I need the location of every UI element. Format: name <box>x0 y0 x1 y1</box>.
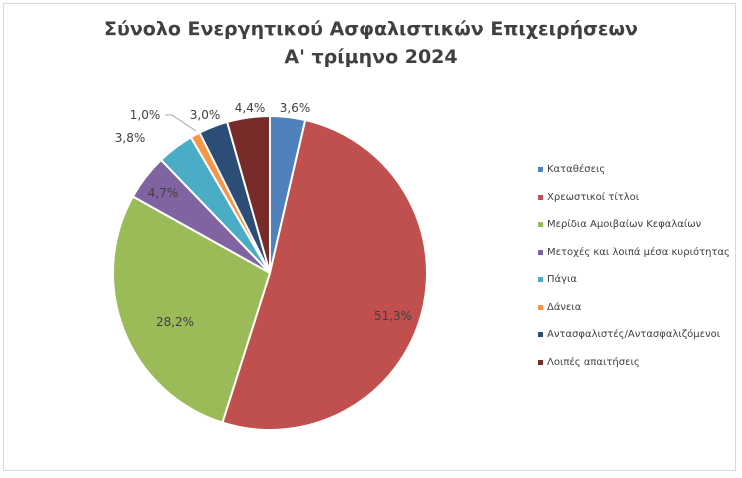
pie-slice <box>225 114 271 274</box>
legend-label: Χρεωστικοί τίτλοι <box>547 191 640 203</box>
legend-label: Καταθέσεις <box>547 164 606 176</box>
legend-item: Αντασφαλιστές/Αντασφαλιζόμενοι <box>538 321 730 349</box>
legend-swatch <box>538 277 543 283</box>
legend-swatch <box>538 332 543 338</box>
leader-line <box>165 114 197 132</box>
data-label: 51,3% <box>374 309 412 323</box>
data-label: 3,0% <box>190 108 221 122</box>
legend-swatch <box>538 359 543 365</box>
legend-label: Μερίδια Αμοιβαίων Κεφαλαίων <box>547 219 702 231</box>
legend-label: Πάγια <box>547 274 578 286</box>
pie-slice <box>112 195 272 424</box>
chart-frame <box>3 3 736 471</box>
legend-swatch <box>538 222 543 228</box>
legend-label: Δάνεια <box>547 301 582 313</box>
data-label: 28,2% <box>156 315 194 329</box>
legend-item: Μετοχές και λοιπά μέσα κυριότητας <box>538 239 730 267</box>
legend-item: Δάνεια <box>538 294 730 322</box>
legend-swatch <box>538 167 543 173</box>
data-label: 4,4% <box>235 101 266 115</box>
legend-item: Χρεωστικοί τίτλοι <box>538 184 730 212</box>
chart-subtitle: Α' τρίμηνο 2024 <box>284 46 458 68</box>
legend-label: Αντασφαλιστές/Αντασφαλιζόμενοι <box>547 329 721 341</box>
legend: Καταθέσεις Χρεωστικοί τίτλοι Μερίδια Αμοιβ… <box>538 156 730 376</box>
chart-title: Σύνολο Ενεργητικού Ασφαλιστικών Επιχειρή… <box>104 18 638 40</box>
legend-label: Λοιπές απαιτήσεις <box>547 356 640 368</box>
legend-item: Μερίδια Αμοιβαίων Κεφαλαίων <box>538 211 730 239</box>
pie-slice <box>221 118 428 431</box>
legend-swatch <box>538 194 543 200</box>
data-label: 4,7% <box>148 186 179 200</box>
legend-swatch <box>538 249 543 255</box>
legend-label: Μετοχές και λοιπά μέσα κυριότητας <box>547 246 730 258</box>
legend-item: Καταθέσεις <box>538 156 730 184</box>
legend-item: Πάγια <box>538 266 730 294</box>
legend-item: Λοιπές απαιτήσεις <box>538 349 730 377</box>
legend-swatch <box>538 304 543 310</box>
data-label: 3,6% <box>280 101 311 115</box>
data-label: 3,8% <box>115 131 146 145</box>
data-label: 1,0% <box>130 108 161 122</box>
